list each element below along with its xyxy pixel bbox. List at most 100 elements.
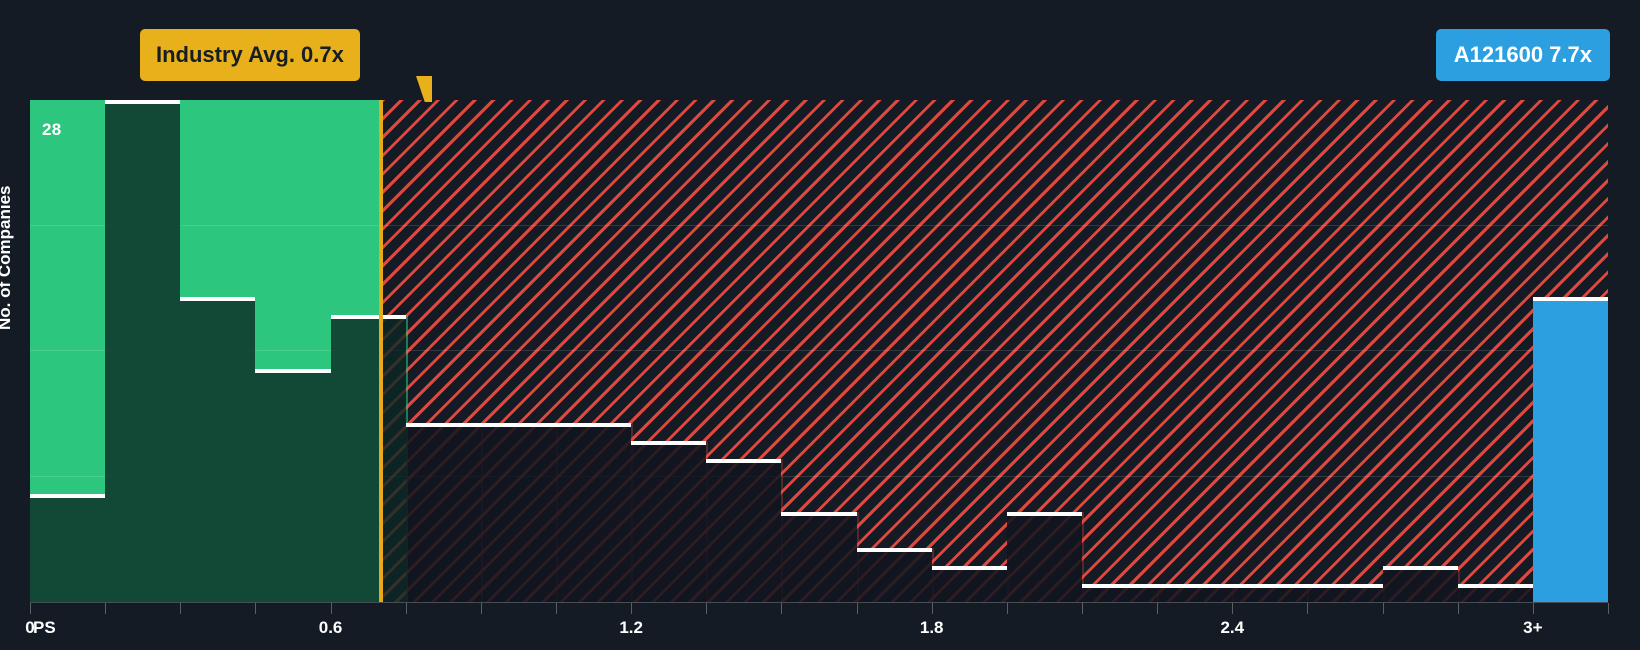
x-tick	[330, 603, 332, 614]
bar-cap	[1006, 512, 1082, 517]
bar-cap	[556, 422, 632, 427]
bar-fill	[1157, 588, 1233, 602]
bar-0.15-0.30[interactable]	[105, 100, 183, 602]
bar-0.30-0.45[interactable]	[180, 297, 258, 602]
bar-cap	[1457, 584, 1533, 589]
bar-fill	[30, 498, 106, 602]
bar-fill	[781, 516, 857, 602]
bar-cap	[405, 422, 481, 427]
company-badge[interactable]: A121600 7.7x	[1435, 29, 1610, 81]
bar-1.50-1.65[interactable]	[781, 512, 859, 602]
bar-fill	[856, 552, 932, 602]
bar-fill	[931, 570, 1007, 602]
x-tick	[706, 603, 708, 614]
bar-cap	[1307, 584, 1383, 589]
x-axis-label-0: 0	[25, 618, 35, 637]
bar-0.45-0.60[interactable]	[255, 368, 333, 602]
x-tick	[931, 603, 933, 614]
bar-fill	[706, 462, 782, 602]
bar-fill	[330, 319, 406, 602]
bar-2.85-3.00[interactable]	[1457, 584, 1535, 602]
bar-0.75-0.90[interactable]	[405, 422, 483, 602]
x-tick	[556, 603, 557, 614]
bar-2.10-2.25[interactable]	[1082, 584, 1160, 602]
bar-fill	[631, 444, 707, 602]
x-tick	[1157, 603, 1159, 614]
x-tick	[105, 603, 107, 614]
bar-cap	[781, 512, 857, 517]
bar-1.35-1.50[interactable]	[706, 458, 784, 602]
bar-cap	[255, 368, 331, 373]
y-axis-title: No. of Companies	[0, 185, 14, 330]
x-tick	[1307, 603, 1309, 614]
x-tick	[631, 603, 633, 614]
gridline-21	[30, 224, 1608, 226]
bar-1.80-1.95[interactable]	[931, 566, 1009, 602]
gridline-7	[30, 475, 1608, 477]
x-tick	[856, 603, 858, 614]
bar-fill	[180, 301, 256, 602]
bar-fill	[1232, 588, 1308, 602]
industry-average-callout[interactable]: Industry Avg. 0.7x	[140, 29, 360, 81]
bar-fill	[1082, 588, 1158, 602]
x-tick	[1608, 603, 1609, 614]
x-tick	[781, 603, 783, 614]
bar-fill	[1532, 301, 1608, 602]
bar-2.55-2.70[interactable]	[1307, 584, 1385, 602]
x-axis-label-2.4: 2.4	[1220, 618, 1245, 637]
bar-cap	[1532, 297, 1608, 302]
bar-1.20-1.35[interactable]	[631, 440, 709, 602]
y-axis-max-label: 28	[42, 120, 62, 139]
bar-cap	[30, 494, 106, 499]
x-tick	[405, 603, 407, 614]
bar-fill	[1457, 588, 1533, 602]
bar-2.25-2.40[interactable]	[1157, 584, 1235, 602]
x-axis-label-1.2: 1.2	[619, 618, 643, 637]
bar-cap	[1382, 566, 1458, 571]
x-tick	[180, 603, 182, 614]
bar-1.65-1.80[interactable]	[856, 548, 934, 602]
company-badge-label: A121600 7.7x	[1453, 42, 1592, 67]
x-tick	[1382, 603, 1384, 614]
x-tick	[1082, 603, 1083, 614]
industry-average-callout-tail	[416, 76, 432, 102]
plot-area	[30, 100, 1608, 602]
bar-1.05-1.20[interactable]	[556, 422, 634, 602]
bar-cap	[330, 315, 406, 320]
gridline-14	[30, 350, 1608, 351]
bar-0.60-0.75[interactable]	[330, 315, 408, 602]
bar-2.40-2.55[interactable]	[1232, 584, 1310, 602]
bar-0.90-1.05[interactable]	[480, 422, 558, 602]
bar-fill	[105, 104, 181, 602]
x-tick	[255, 603, 257, 614]
x-axis-line	[30, 602, 1608, 603]
x-tick	[1457, 603, 1459, 614]
x-tick	[480, 603, 482, 614]
bar-0.00-0.15[interactable]	[30, 494, 108, 602]
bar-fill	[480, 426, 556, 602]
bar-cap	[105, 100, 181, 104]
bar-cap	[1157, 584, 1233, 589]
bar-cap	[706, 458, 782, 463]
bar-cap	[931, 566, 1007, 571]
bar-fill	[1382, 570, 1458, 602]
bar-cap	[1232, 584, 1308, 589]
bar-cap	[631, 440, 707, 445]
x-tick	[30, 603, 31, 614]
x-axis-label-1.8: 1.8	[919, 618, 944, 637]
x-tick	[1532, 603, 1534, 614]
x-axis-label-3+: 3+	[1523, 618, 1543, 637]
industry-average-line	[378, 100, 383, 602]
x-axis-name: PS	[33, 618, 56, 637]
bar-fill	[1307, 588, 1383, 602]
x-axis-label-0.6: 0.6	[318, 618, 343, 637]
bar-cap	[1082, 584, 1158, 589]
bar-2.70-2.85[interactable]	[1382, 566, 1460, 602]
bar-fill	[255, 372, 331, 602]
x-tick	[1232, 603, 1234, 614]
bar-fill	[1006, 516, 1082, 602]
bar-3+[interactable]	[1532, 297, 1608, 602]
bar-1.95-2.10[interactable]	[1006, 512, 1084, 602]
x-tick	[1006, 603, 1008, 614]
